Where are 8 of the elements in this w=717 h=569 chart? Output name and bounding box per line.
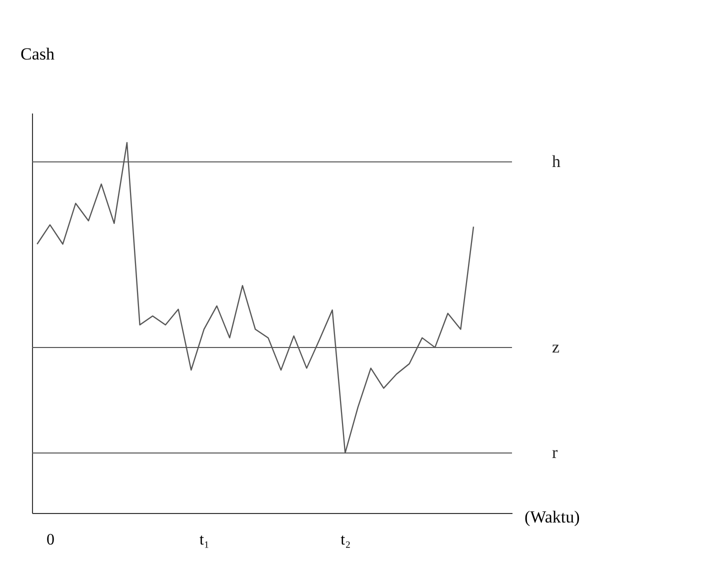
x-axis-title: (Waktu): [524, 508, 580, 526]
ref-line-label: z: [552, 337, 560, 356]
x-tick-label: t₂: [340, 532, 351, 548]
x-tick-label: t₁: [199, 532, 210, 548]
x-tick-label: 0: [46, 532, 54, 548]
ref-line-label: h: [552, 152, 561, 171]
y-axis-title: Cash: [20, 44, 55, 64]
ref-line-label: r: [552, 443, 558, 462]
